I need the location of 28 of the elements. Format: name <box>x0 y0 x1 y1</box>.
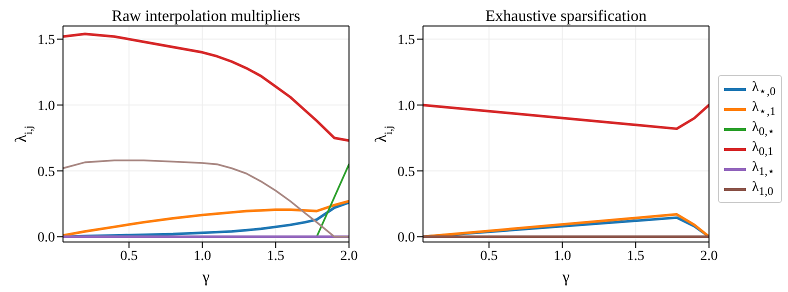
y-tick-label: 0.5 <box>398 164 415 180</box>
y-tick-label: 1.0 <box>38 98 55 114</box>
y-tick-label: 0.0 <box>398 230 415 246</box>
x-tick-label: 2.0 <box>700 248 718 264</box>
x-axis-title: γ <box>201 269 210 286</box>
legend-label: λ$_{1,⋆}$ <box>752 160 776 178</box>
x-tick-label: 0.5 <box>120 248 138 264</box>
y-tick-label: 1.5 <box>38 33 55 48</box>
x-tick-label: 1.5 <box>626 248 644 264</box>
y-tick-label: 0.0 <box>38 230 55 246</box>
x-tick-label: 1.5 <box>266 248 284 264</box>
x-tick-label: 2.0 <box>340 248 358 264</box>
legend-label: λ$_{⋆,1}$ <box>752 100 776 118</box>
y-tick-label: 1.5 <box>398 33 415 48</box>
line-series <box>63 159 349 238</box>
chart-title: Exhaustive sparsification <box>484 8 648 26</box>
legend-label: λ$_{1,0}$ <box>752 180 774 198</box>
legend-label: λ$_{0,1}$ <box>752 140 774 158</box>
chart-title: Raw interpolation multipliers <box>110 8 302 26</box>
x-tick-label: 0.5 <box>480 248 498 264</box>
line-series <box>63 32 349 142</box>
x-tick-label: 1.0 <box>194 248 212 264</box>
legend-label: λ$_{0,⋆}$ <box>752 120 776 138</box>
y-tick-label: 0.5 <box>38 164 55 180</box>
y-tick-label: 1.0 <box>398 98 415 114</box>
legend-label: λ$_{⋆,0}$ <box>752 80 776 98</box>
x-axis-title: γ <box>561 269 570 286</box>
x-tick-label: 1.0 <box>554 248 572 264</box>
